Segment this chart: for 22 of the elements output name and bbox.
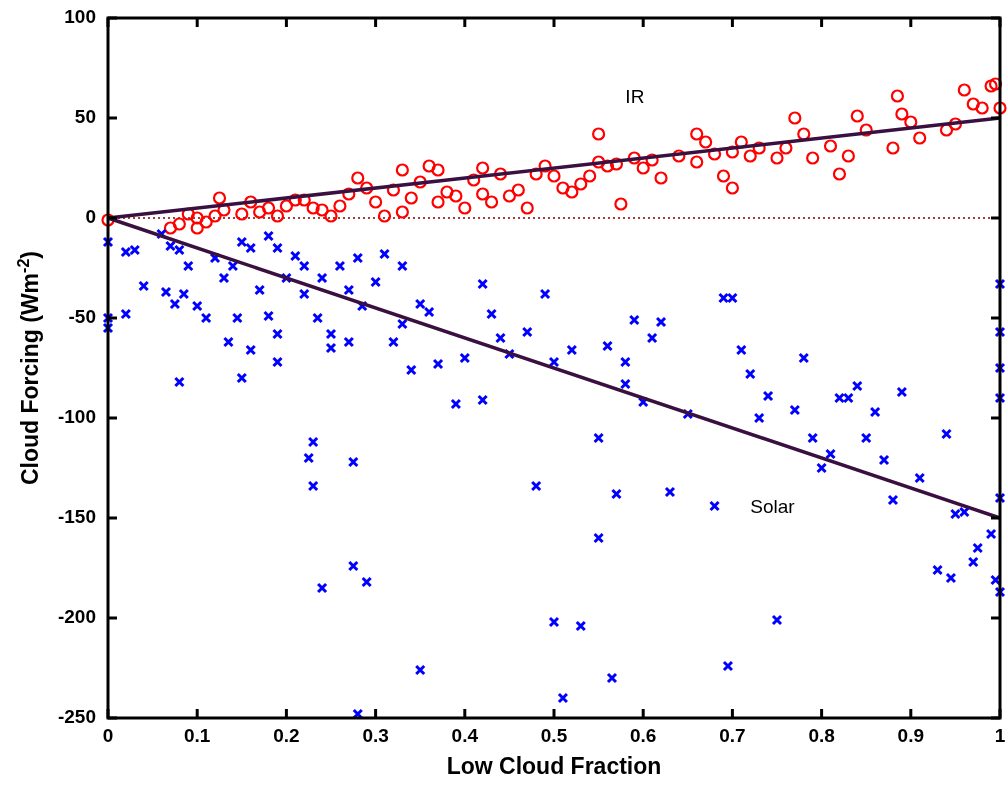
x-tick-label: 1 [994,725,1006,746]
x-axis-title: Low Cloud Fraction [446,753,662,779]
y-tick-label: 0 [85,206,96,228]
x-tick-label: 0.6 [629,725,657,746]
series-label: Solar [750,496,796,518]
y-tick-label: -100 [57,406,96,428]
y-tick-label: -200 [57,606,96,628]
x-tick-label: 0.9 [897,725,925,746]
x-tick-label: 0.5 [540,725,568,746]
x-tick-label: 0.1 [183,725,211,746]
y-tick-label: 100 [64,6,96,28]
series-label: IR [625,86,645,108]
x-tick-label: 0.3 [362,725,389,746]
x-tick-label: 0 [102,725,114,746]
x-tick-label: 0.4 [451,725,479,746]
x-tick-label: 0.7 [719,725,746,746]
x-tick-label: 0.8 [808,725,835,746]
y-tick-label: 50 [74,106,96,128]
y-tick-label: -250 [57,706,96,728]
x-tick-label: 0.2 [273,725,300,746]
y-tick-label: -150 [57,506,96,528]
y-tick-label: -50 [68,306,96,328]
